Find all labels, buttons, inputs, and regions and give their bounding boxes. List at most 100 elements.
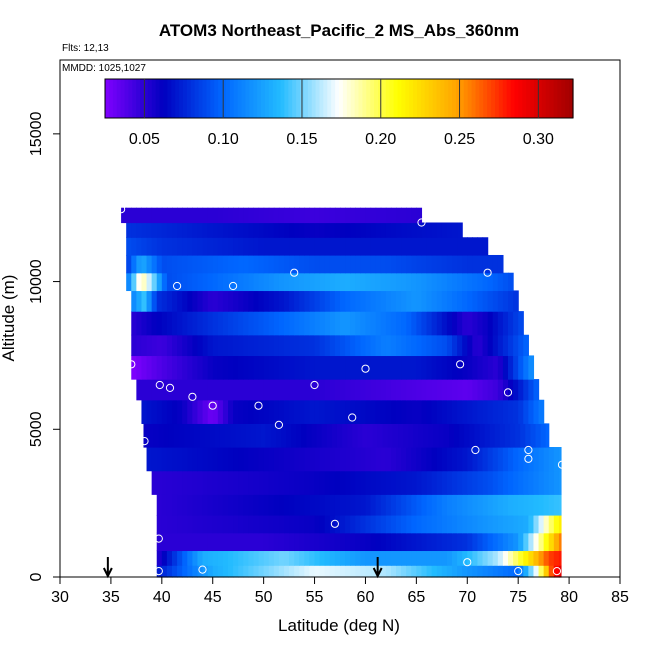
heatmap-cell — [228, 355, 234, 380]
heatmap-cell — [187, 532, 193, 552]
heatmap-cell — [284, 254, 290, 274]
heatmap-cell — [467, 290, 473, 312]
heatmap-cell — [340, 514, 346, 534]
heatmap-cell — [411, 494, 417, 516]
heatmap-cell — [345, 379, 351, 401]
heatmap-cell — [497, 272, 504, 292]
heatmap-cell — [151, 207, 158, 224]
heatmap-cell — [131, 311, 137, 336]
heatmap-cell — [426, 237, 433, 256]
heatmap-cell — [248, 207, 255, 224]
heatmap-cell — [329, 514, 336, 534]
heatmap-cell — [219, 423, 226, 448]
heatmap-cell — [212, 237, 219, 256]
heatmap-cell — [212, 379, 219, 401]
heatmap-cell — [477, 355, 484, 380]
heatmap-cell — [487, 470, 494, 495]
colorbar-tick-label: 0.30 — [523, 131, 554, 148]
colorbar-segment — [487, 79, 492, 118]
heatmap-cell — [482, 550, 489, 566]
heatmap-cell — [502, 494, 509, 516]
colorbar-segment — [561, 79, 566, 118]
heatmap-cell — [508, 334, 514, 357]
heatmap-cell — [182, 494, 188, 516]
heatmap-cell — [416, 399, 423, 424]
heatmap-cell — [304, 470, 311, 495]
heatmap-cell — [214, 423, 221, 448]
heatmap-cell — [278, 355, 285, 380]
observation-point — [361, 364, 370, 373]
heatmap-cell — [324, 470, 331, 495]
heatmap-cell — [151, 290, 158, 312]
heatmap-cell — [452, 334, 458, 357]
heatmap-cell — [207, 254, 214, 274]
colorbar-segment — [346, 79, 352, 118]
heatmap-cell — [438, 423, 445, 448]
heatmap-cell — [309, 207, 316, 224]
heatmap-cell — [161, 222, 168, 238]
heatmap-cell — [233, 355, 239, 380]
colorbar-segment — [116, 79, 122, 118]
heatmap-cell — [457, 514, 463, 534]
colorbar-segment — [272, 79, 278, 118]
heatmap-cell — [253, 311, 260, 336]
heatmap-cell — [421, 447, 428, 472]
heatmap-cell — [508, 311, 514, 336]
heatmap-cell — [340, 254, 346, 274]
heatmap-cell — [258, 399, 265, 424]
colorbar-segment — [105, 79, 110, 118]
heatmap-cell — [513, 514, 519, 534]
heatmap-cell — [533, 470, 540, 495]
heatmap-cell — [355, 550, 361, 566]
heatmap-cell — [172, 207, 178, 224]
heatmap-cell — [207, 355, 214, 380]
heatmap-cell — [250, 423, 257, 448]
heatmap-cell — [528, 550, 535, 566]
heatmap-cell — [182, 550, 188, 566]
heatmap-cell — [273, 399, 280, 424]
heatmap-cell — [350, 470, 356, 495]
heatmap-cell — [284, 222, 290, 238]
heatmap-cell — [477, 447, 484, 472]
heatmap-cell — [467, 254, 473, 274]
heatmap-cell — [472, 311, 479, 336]
heatmap-cell — [131, 237, 137, 256]
observation-point — [552, 567, 562, 576]
heatmap-cell — [217, 494, 224, 516]
heatmap-cell — [426, 379, 433, 401]
heatmap-cell — [497, 290, 504, 312]
heatmap-cell — [370, 379, 377, 401]
heatmap-cell — [426, 334, 433, 357]
heatmap-cell — [345, 550, 351, 566]
heatmap-cell — [278, 532, 285, 552]
heatmap-cell — [421, 290, 428, 312]
heatmap-cell — [166, 550, 173, 566]
heatmap-cell — [166, 222, 173, 238]
heatmap-cell — [528, 379, 535, 401]
heatmap-cell — [487, 355, 494, 380]
heatmap-cell — [177, 565, 183, 578]
heatmap-cell — [222, 334, 229, 357]
heatmap-cell — [385, 550, 392, 566]
heatmap-cell — [278, 447, 285, 472]
heatmap-cell — [487, 311, 494, 336]
heatmap-cell — [508, 447, 514, 472]
heatmap-cell — [477, 550, 484, 566]
heatmap-cell — [487, 565, 494, 578]
heatmap-cell — [390, 399, 397, 424]
heatmap-cell — [319, 447, 326, 472]
heatmap-cell — [446, 514, 453, 534]
heatmap-cell — [385, 254, 392, 274]
heatmap-cell — [177, 290, 183, 312]
heatmap-cell — [319, 355, 326, 380]
heatmap-cell — [518, 355, 524, 380]
heatmap-cell — [385, 470, 392, 495]
heatmap-cell — [380, 532, 387, 552]
heatmap-cell — [365, 334, 372, 357]
colorbar-segment — [151, 79, 157, 118]
heatmap-cell — [278, 565, 285, 578]
heatmap-cell — [462, 237, 468, 256]
heatmap-cell — [324, 290, 331, 312]
heatmap-cell — [294, 222, 300, 238]
